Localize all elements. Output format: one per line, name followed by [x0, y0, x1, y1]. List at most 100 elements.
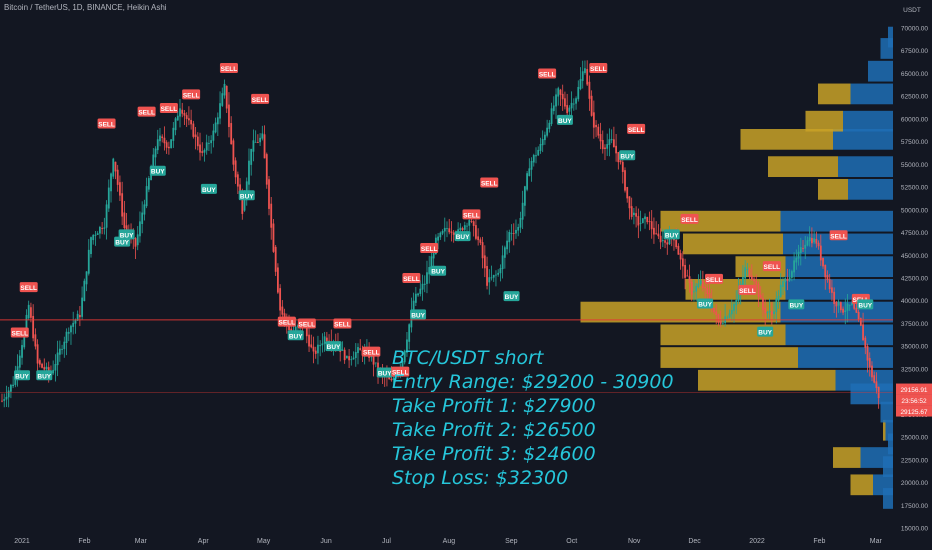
buy-signal[interactable]: BUY [503, 291, 520, 302]
candle-body [210, 140, 213, 144]
candle-body [1, 400, 3, 402]
buy-signal[interactable]: BUY [857, 299, 874, 310]
candle-body [446, 228, 448, 230]
buy-signal[interactable]: BUY [454, 231, 471, 242]
candle-body [708, 292, 711, 302]
x-tick-label: Feb [813, 538, 825, 545]
buy-signal[interactable]: BUY [663, 229, 680, 240]
candle-body [541, 139, 544, 146]
sell-signal[interactable]: SELL [219, 63, 238, 73]
buy-signal[interactable]: BUY [788, 299, 805, 310]
signal-box [420, 243, 439, 253]
signal-label: BUY [858, 302, 872, 309]
buy-signal[interactable]: BUY [36, 370, 53, 381]
candle-body [76, 313, 79, 321]
sell-signal[interactable]: SELL [137, 106, 156, 117]
signal-label: SELL [334, 321, 351, 328]
y-tick-label: 32500.00 [901, 366, 928, 373]
buy-signal[interactable]: BUY [118, 229, 135, 240]
sell-signal[interactable]: SELL [10, 327, 29, 338]
candle-body [319, 345, 322, 347]
y-tick-label: 40000.00 [901, 298, 928, 305]
sell-signal[interactable]: SELL [480, 177, 499, 188]
candle-body [348, 356, 350, 361]
buy-signal[interactable]: BUY [238, 190, 255, 201]
sell-signal[interactable]: SELL [297, 318, 316, 329]
sell-signal[interactable]: SELL [19, 282, 38, 293]
candle-body [764, 307, 767, 314]
vp-sell-bar [843, 110, 893, 132]
buy-signal[interactable]: BUY [376, 367, 393, 378]
x-axis[interactable]: 2021 Feb Mar Apr May Jun Jul Aug Sep Oct Nov Dec 202… [0, 532, 893, 550]
buy-signal[interactable]: BUY [619, 150, 636, 161]
candle-body [477, 236, 480, 241]
y-tick-label: 65000.00 [901, 71, 928, 78]
candle-body [406, 339, 408, 353]
candle-body [439, 232, 442, 238]
candle-body [47, 367, 50, 372]
sell-signal[interactable]: SELL [589, 63, 608, 73]
signal-box [762, 261, 781, 272]
candle-body [588, 81, 591, 99]
y-axis[interactable]: USDT 15000.00 17500.00 20000.00 22500.00 2500… [893, 0, 932, 550]
sell-signal[interactable]: SELL [762, 261, 781, 272]
candle-body [283, 313, 286, 318]
candle-body [99, 226, 101, 234]
buy-signal[interactable]: BUY [287, 330, 304, 341]
candle-body [350, 359, 353, 361]
buy-signal[interactable]: BUY [697, 298, 714, 309]
sell-signal[interactable]: SELL [251, 93, 270, 104]
buy-signal[interactable]: BUY [14, 370, 31, 381]
sell-signal[interactable]: SELL [391, 366, 410, 377]
sell-signal[interactable]: SELL [829, 230, 848, 241]
sell-signal[interactable]: SELL [182, 89, 201, 100]
candle-body [228, 104, 230, 127]
candle-body [599, 134, 602, 142]
sell-signal[interactable]: SELL [680, 213, 699, 224]
candle-body [575, 98, 577, 104]
candle-body [824, 264, 827, 278]
candle-body [621, 161, 624, 172]
buy-signal[interactable]: BUY [757, 326, 774, 337]
vp-sell-bar [883, 488, 893, 509]
signal-label: BUY [115, 240, 129, 247]
candle-body [308, 334, 310, 347]
candle-body [706, 288, 709, 295]
sell-signal[interactable]: SELL [705, 273, 723, 284]
sell-signal[interactable]: SELL [333, 318, 352, 329]
sell-signal[interactable]: SELL [277, 316, 296, 327]
candle-body [819, 245, 822, 261]
sell-signal[interactable]: SELL [738, 284, 757, 295]
buy-signal[interactable]: BUY [149, 165, 166, 176]
candle-body [544, 134, 546, 141]
buy-signal[interactable]: BUY [430, 265, 447, 276]
signal-box [503, 291, 520, 302]
buy-signal[interactable]: BUY [410, 309, 427, 320]
sell-signal[interactable]: SELL [538, 68, 557, 79]
sell-signal[interactable]: SELL [97, 118, 116, 129]
vp-buy-bar [580, 301, 781, 323]
sell-signal[interactable]: SELL [159, 103, 178, 113]
sell-signal[interactable]: SELL [462, 209, 481, 220]
candle-body [294, 326, 297, 331]
sell-signal[interactable]: SELL [627, 123, 646, 134]
candle-body [857, 311, 860, 320]
y-tick-label: 67500.00 [901, 48, 928, 55]
candle-body [423, 283, 426, 285]
candle-body [581, 71, 584, 81]
buy-signal[interactable]: BUY [556, 114, 573, 125]
buy-signal[interactable]: BUY [325, 341, 342, 352]
signal-label: SELL [590, 66, 607, 73]
candle-body [490, 277, 493, 279]
signal-label: SELL [764, 264, 781, 271]
sell-signal[interactable]: SELL [362, 346, 381, 357]
vp-sell-bar [885, 419, 893, 441]
buy-signal[interactable]: BUY [200, 183, 217, 194]
sell-signal[interactable]: SELL [420, 243, 439, 253]
candle-body [677, 245, 680, 255]
candle-body [639, 222, 642, 224]
candle-body [866, 346, 869, 361]
sell-signal[interactable]: SELL [402, 273, 421, 283]
candle-body [254, 141, 257, 143]
